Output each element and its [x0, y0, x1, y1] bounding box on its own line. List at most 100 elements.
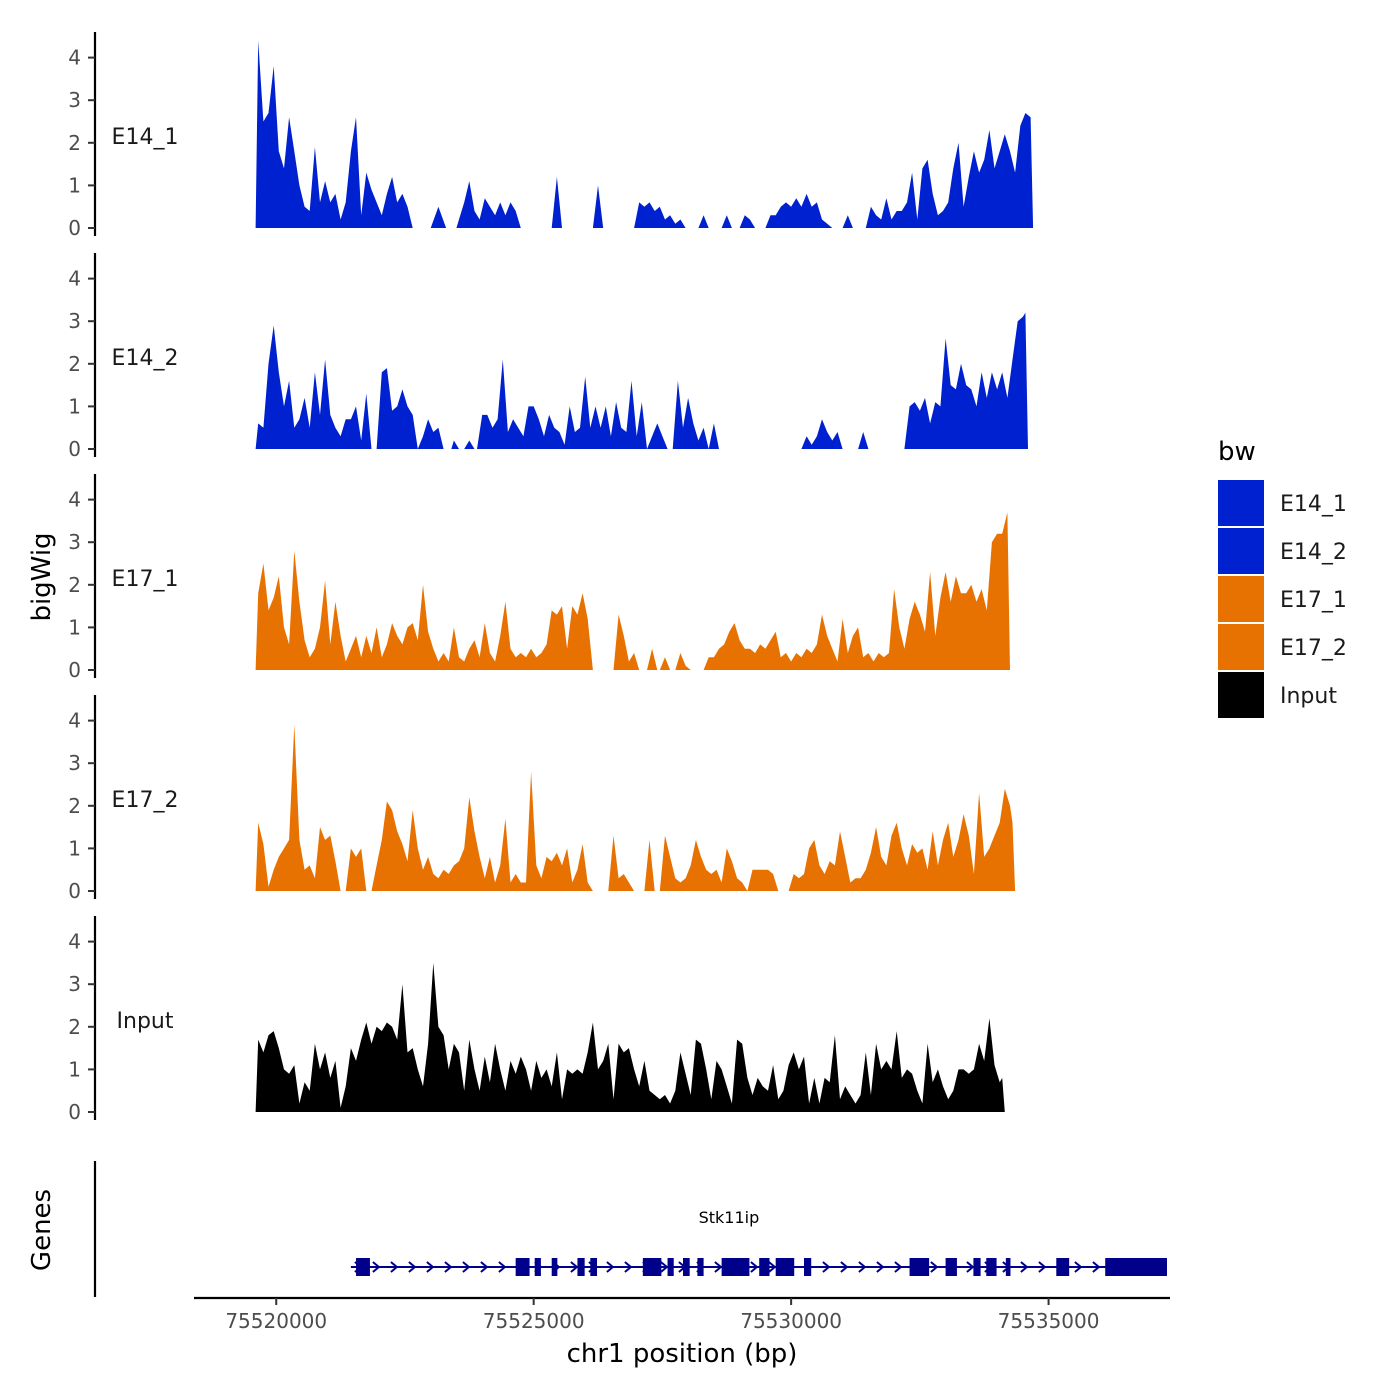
strand-arrow — [768, 1261, 777, 1273]
legend-entry-input: Input — [1218, 672, 1337, 718]
strand-arrow — [1038, 1261, 1047, 1273]
y-tick-label: 0 — [68, 1100, 81, 1124]
strand-arrow — [1092, 1261, 1101, 1273]
x-axis-title: chr1 position (bp) — [567, 1339, 798, 1369]
exon — [642, 1258, 662, 1276]
track-e14_1: 0 1 2 3 4 E14_1 — [68, 32, 1034, 240]
legend-swatch — [1218, 624, 1264, 670]
exon — [667, 1258, 674, 1276]
y-tick-label: 2 — [68, 573, 81, 597]
strand-arrow — [372, 1261, 381, 1273]
track-e14_2: 0 1 2 3 4 E14_2 — [68, 253, 1029, 461]
strand-arrow — [894, 1261, 903, 1273]
legend-entry-e14_2: E14_2 — [1218, 528, 1347, 574]
legend-label: E17_2 — [1280, 636, 1347, 661]
coverage-area-e14_2 — [255, 312, 1029, 449]
legend-swatch — [1218, 576, 1264, 622]
exon — [683, 1258, 690, 1276]
y-tick-label: 0 — [68, 658, 81, 682]
strand-arrow — [1020, 1261, 1029, 1273]
track-label: E14_1 — [112, 125, 179, 150]
y-tick-label: 4 — [68, 46, 81, 70]
strand-arrow — [624, 1261, 633, 1273]
exon — [590, 1258, 598, 1276]
exon — [356, 1258, 370, 1276]
track-input: 0 1 2 3 4 Input — [68, 916, 1005, 1124]
y-tick-label: 2 — [68, 131, 81, 155]
y-tick-label: 0 — [68, 437, 81, 461]
gene-track: Stk11ip — [93, 1161, 1167, 1297]
exon — [986, 1258, 997, 1276]
track-e17_2: 0 1 2 3 4 E17_2 — [68, 695, 1016, 903]
y-tick-label: 1 — [68, 836, 81, 860]
track-e17_1: 0 1 2 3 4 E17_1 — [68, 474, 1011, 682]
y-tick-label: 2 — [68, 352, 81, 376]
exon — [697, 1258, 704, 1276]
track-label: E14_2 — [112, 346, 179, 371]
coverage-area-e14_1 — [255, 40, 1034, 228]
exon — [1105, 1258, 1167, 1276]
bigwig-tracks: 0 1 2 3 4 E14_1 0 1 2 3 4 E14_2 0 1 2 3 4 E17_1 0 1 2 3 4 E17_2… — [68, 32, 1034, 1124]
y-tick-label: 1 — [68, 173, 81, 197]
strand-arrow — [714, 1261, 723, 1273]
x-tick-label: 75530000 — [740, 1309, 842, 1333]
y-tick-label: 0 — [68, 216, 81, 240]
exon — [945, 1258, 957, 1276]
track-label: E17_1 — [112, 567, 179, 592]
strand-arrow — [1074, 1261, 1083, 1273]
y-axis-title: bigWig — [27, 532, 57, 621]
strand-arrow — [858, 1261, 867, 1273]
exon — [775, 1258, 795, 1276]
y-tick-label: 3 — [68, 972, 81, 996]
gene-name-label: Stk11ip — [699, 1208, 760, 1227]
x-tick-label: 75535000 — [998, 1309, 1100, 1333]
legend-swatch — [1218, 528, 1264, 574]
y-tick-label: 0 — [68, 879, 81, 903]
strand-arrow — [444, 1261, 453, 1273]
y-tick-label: 3 — [68, 88, 81, 112]
y-tick-label: 3 — [68, 751, 81, 775]
legend-swatch — [1218, 480, 1264, 526]
legend-label: E14_1 — [1280, 492, 1347, 517]
exon — [973, 1258, 981, 1276]
strand-arrow — [606, 1261, 615, 1273]
strand-arrow — [930, 1261, 939, 1273]
strand-arrow — [426, 1261, 435, 1273]
exon — [721, 1258, 750, 1276]
strand-arrow — [480, 1261, 489, 1273]
legend-label: E17_1 — [1280, 588, 1347, 613]
coverage-area-input — [255, 962, 1005, 1112]
track-label: Input — [117, 1009, 174, 1034]
exon — [577, 1258, 585, 1276]
y-tick-label: 4 — [68, 930, 81, 954]
strand-arrow — [570, 1261, 579, 1273]
y-tick-label: 1 — [68, 615, 81, 639]
strand-arrow — [822, 1261, 831, 1273]
legend-title: bw — [1218, 437, 1256, 467]
strand-arrow — [408, 1261, 417, 1273]
coverage-area-e17_1 — [255, 512, 1011, 670]
y-tick-label: 4 — [68, 267, 81, 291]
x-axis: 75520000 75525000 75530000 75535000 — [194, 1296, 1170, 1333]
exon — [1005, 1258, 1011, 1276]
exon — [534, 1258, 541, 1276]
strand-arrow — [498, 1261, 507, 1273]
exon — [909, 1258, 930, 1276]
strand-arrow — [660, 1261, 669, 1273]
y-tick-label: 2 — [68, 1015, 81, 1039]
legend-entry-e17_2: E17_2 — [1218, 624, 1347, 670]
y-tick-label: 1 — [68, 394, 81, 418]
strand-arrow — [462, 1261, 471, 1273]
legend-label: E14_2 — [1280, 540, 1347, 565]
exon — [759, 1258, 770, 1276]
strand-arrow — [750, 1261, 759, 1273]
genes-track-title: Genes — [27, 1189, 57, 1271]
y-tick-label: 2 — [68, 794, 81, 818]
strand-arrow — [840, 1261, 849, 1273]
strand-arrow — [966, 1261, 975, 1273]
legend: bw E14_1 E14_2 E17_1 E17_2 Input — [1218, 437, 1347, 718]
exon — [515, 1258, 530, 1276]
gene-stk11ip: Stk11ip — [350, 1208, 1167, 1276]
